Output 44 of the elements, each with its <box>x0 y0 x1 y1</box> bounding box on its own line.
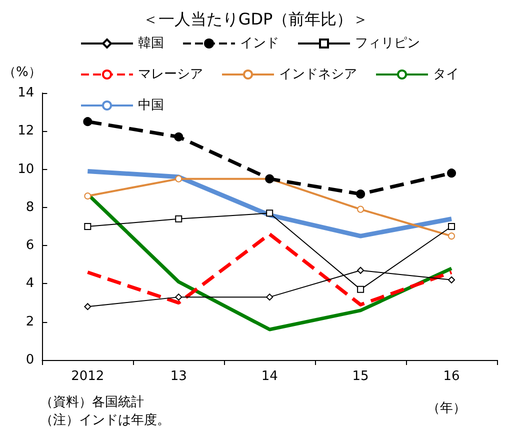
x-tick-label: 2012 <box>71 369 104 384</box>
y-tick-label: 0 <box>26 352 34 368</box>
x-tick-label: 13 <box>170 369 187 384</box>
y-tick-label: 6 <box>26 238 34 254</box>
x-tick-label: 14 <box>261 369 278 384</box>
x-tick-label: 16 <box>443 369 460 384</box>
chart-title: ＜一人当たりGDP（前年比）＞ <box>142 10 369 28</box>
point <box>448 276 456 284</box>
point <box>357 206 364 213</box>
y-tick-label: 14 <box>18 86 34 100</box>
y-axis-title: （%） <box>2 65 42 80</box>
point <box>448 223 456 230</box>
point <box>357 266 364 274</box>
point <box>175 215 182 222</box>
point <box>357 286 364 293</box>
legend-label: インド <box>240 36 279 51</box>
y-tick-label: 10 <box>18 162 34 177</box>
legend-label: インドネシア <box>279 67 357 82</box>
line-series <box>86 232 454 306</box>
text: （注）インドは年度。 <box>40 412 170 428</box>
point <box>83 117 92 126</box>
point <box>84 192 92 200</box>
y-tick-label: 12 <box>18 124 34 139</box>
legend-label: 中国 <box>138 98 164 113</box>
point <box>84 303 92 310</box>
point <box>175 175 182 182</box>
point <box>266 210 274 217</box>
point <box>84 223 92 230</box>
legend-label: マレーシア <box>138 67 203 82</box>
y-tick-label: 8 <box>26 200 34 215</box>
text: （資料）各国統計 <box>40 395 144 410</box>
point <box>356 190 366 199</box>
legend-label: フィリピン <box>355 36 420 51</box>
x-axis-title: （年） <box>427 401 466 416</box>
x-tick-label: 15 <box>352 369 369 384</box>
point <box>448 232 456 240</box>
point <box>266 294 274 301</box>
point <box>174 132 184 142</box>
y-tick-label: 2 <box>26 314 34 330</box>
point <box>447 168 456 178</box>
legend-label: タイ <box>433 67 459 82</box>
point <box>175 294 182 301</box>
legend-label: 韓国 <box>138 36 164 51</box>
y-tick-label: 4 <box>26 276 34 292</box>
